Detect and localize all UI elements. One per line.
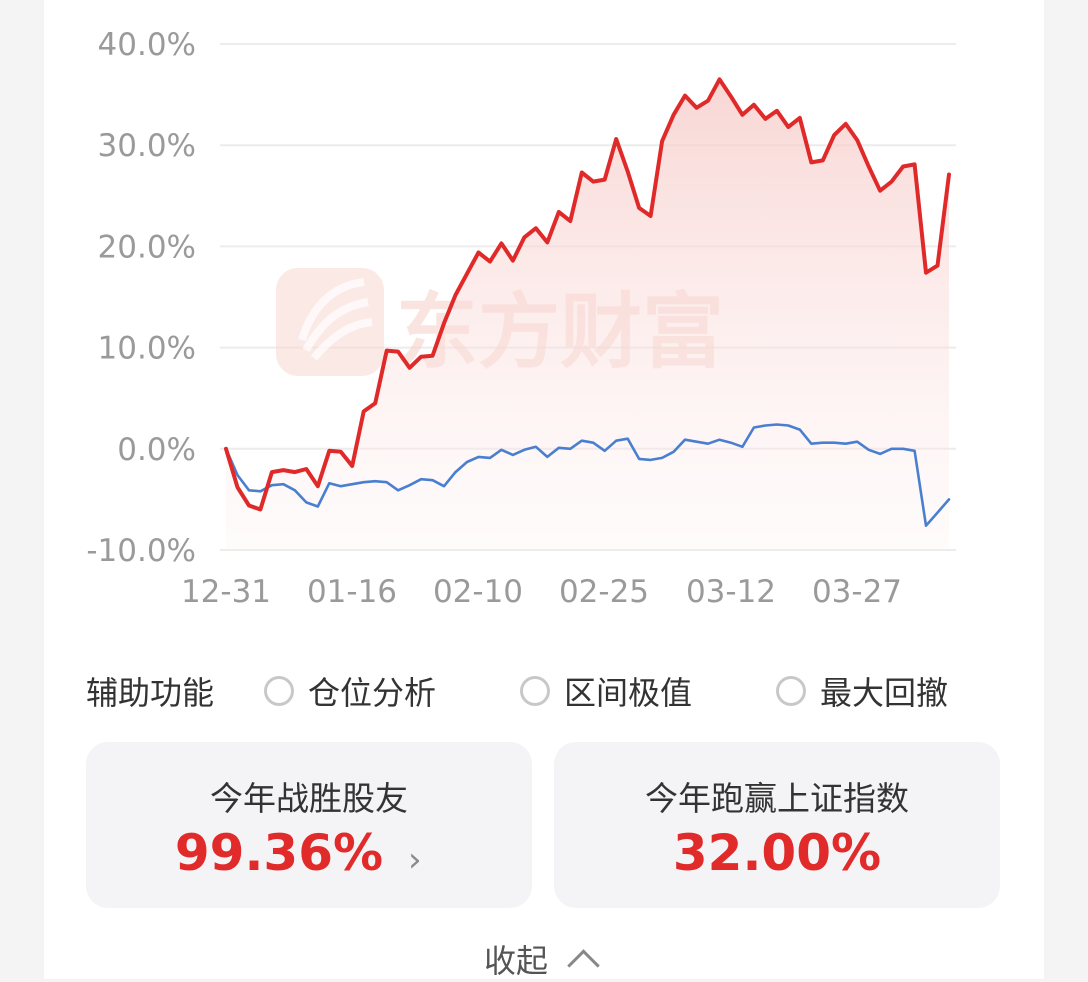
stat-beat-peers[interactable]: 今年战胜股友 99.36% › bbox=[86, 742, 532, 908]
stat-label: 今年跑赢上证指数 bbox=[645, 779, 909, 818]
option-label: 区间极值 bbox=[564, 674, 693, 712]
option-label: 最大回撤 bbox=[820, 674, 949, 712]
stat-value: 99.36% bbox=[174, 824, 384, 882]
collapse-button[interactable]: 收起 bbox=[484, 936, 600, 982]
chevron-up-icon bbox=[567, 948, 600, 982]
radio-icon[interactable] bbox=[776, 676, 806, 706]
x-tick-label: 02-10 bbox=[433, 574, 523, 610]
x-tick-label: 03-12 bbox=[686, 574, 776, 610]
x-tick-label: 03-27 bbox=[812, 574, 902, 610]
x-tick-label: 12-31 bbox=[181, 574, 271, 610]
y-tick-label: 20.0% bbox=[98, 229, 196, 265]
stat-beat-index: 今年跑赢上证指数 32.00% bbox=[554, 742, 1000, 908]
radio-icon[interactable] bbox=[520, 676, 550, 706]
x-tick-label: 02-25 bbox=[559, 574, 649, 610]
aux-title: 辅助功能 bbox=[86, 674, 215, 712]
option-max-drawdown[interactable]: 最大回撤 bbox=[776, 668, 948, 714]
option-range-extremes[interactable]: 区间极值 bbox=[520, 668, 692, 714]
option-label: 仓位分析 bbox=[308, 674, 437, 712]
return-line-chart[interactable]: 东方财富 40.0%30.0%20.0%10.0%0.0%-10.0% 12-3… bbox=[44, 0, 1044, 620]
series-line-red bbox=[224, 77, 951, 512]
content-card: 东方财富 40.0%30.0%20.0%10.0%0.0%-10.0% 12-3… bbox=[44, 0, 1044, 982]
radio-icon[interactable] bbox=[264, 676, 294, 706]
stat-label: 今年战胜股友 bbox=[210, 779, 408, 818]
y-tick-label: -10.0% bbox=[86, 533, 196, 569]
y-tick-label: 10.0% bbox=[98, 331, 196, 367]
chevron-right-icon[interactable]: › bbox=[408, 840, 422, 880]
collapse-label: 收起 bbox=[484, 942, 549, 980]
option-position-analysis[interactable]: 仓位分析 bbox=[264, 668, 436, 714]
series-area-fill bbox=[226, 79, 949, 551]
stat-value: 32.00% bbox=[672, 824, 882, 882]
auxiliary-functions-row: 辅助功能 仓位分析 区间极值 最大回撤 bbox=[86, 664, 1006, 716]
y-tick-label: 0.0% bbox=[117, 432, 196, 468]
x-tick-label: 01-16 bbox=[307, 574, 397, 610]
y-tick-label: 40.0% bbox=[98, 27, 196, 63]
series-line-blue bbox=[224, 423, 951, 528]
y-tick-label: 30.0% bbox=[98, 128, 196, 164]
